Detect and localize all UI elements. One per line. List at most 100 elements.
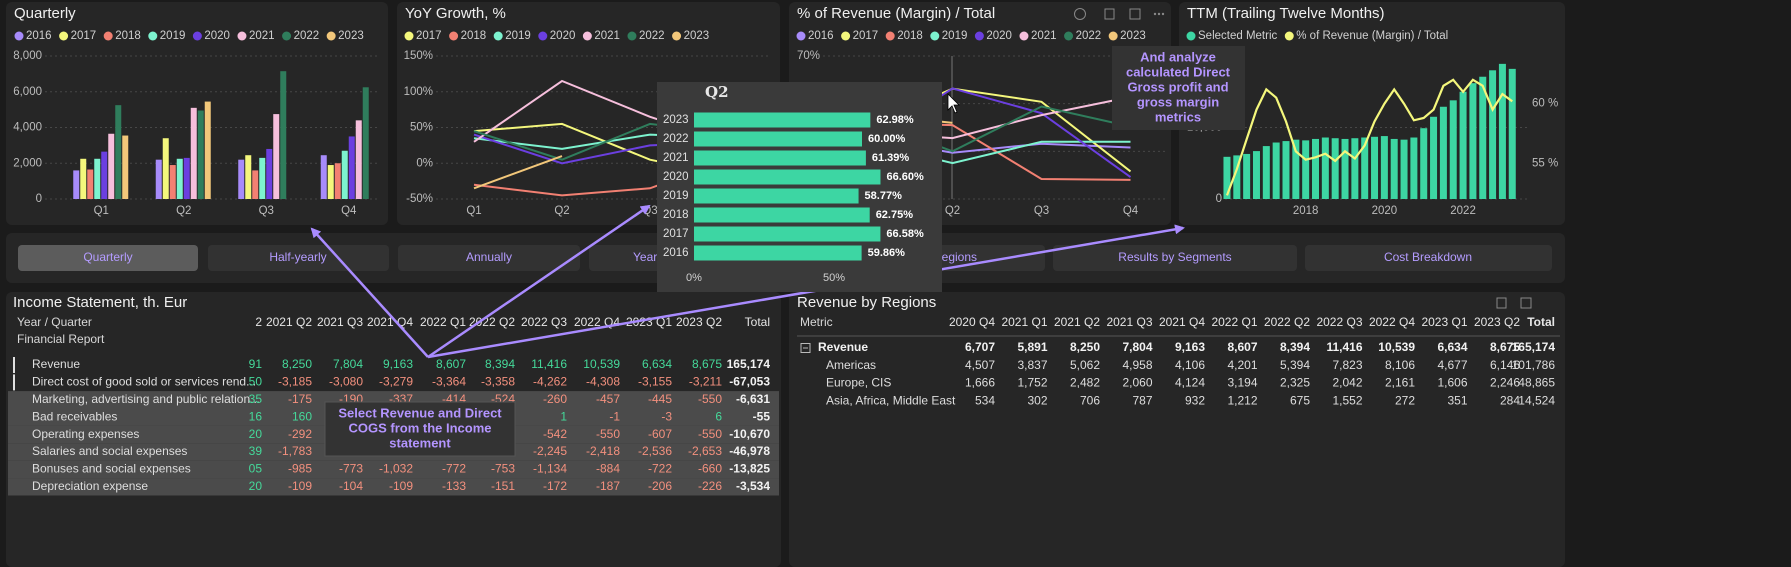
bar: [1498, 63, 1506, 199]
cell: -2,536: [638, 444, 672, 458]
bar: [197, 110, 204, 199]
tab-button[interactable]: [398, 245, 580, 271]
cell: -187: [596, 479, 620, 493]
tab-button[interactable]: [1053, 245, 1297, 271]
cell: -3,364: [432, 375, 466, 389]
legend-label: 2020: [204, 30, 230, 42]
copy-icon[interactable]: [1496, 297, 1507, 309]
tab-label[interactable]: Quarterly: [83, 250, 132, 264]
column-header: 2022 Q2: [1264, 315, 1310, 329]
bar: [1449, 100, 1457, 199]
legend-swatch: [582, 31, 592, 41]
tab-button[interactable]: [1305, 245, 1552, 271]
chart-title: Quarterly: [14, 5, 76, 22]
row-selection: [13, 357, 15, 373]
bar: [1243, 153, 1251, 199]
bar: [694, 112, 871, 128]
annotation-box: [1112, 46, 1245, 130]
cell: 05: [249, 462, 263, 476]
bar: [1282, 141, 1290, 199]
bar: [1400, 139, 1408, 199]
cell: 35: [249, 392, 263, 406]
cell: 165,174: [727, 357, 771, 371]
value-label: 62.98%: [876, 114, 914, 126]
bar: [1489, 70, 1497, 199]
cell: -133: [442, 479, 466, 493]
bar: [1312, 138, 1320, 199]
cell: 4,677: [1437, 358, 1467, 372]
tab-label[interactable]: Regions: [933, 250, 977, 264]
bar: [1430, 116, 1438, 199]
cell: 272: [1395, 393, 1415, 407]
category-label: 2016: [663, 247, 689, 259]
legend-swatch: [1108, 31, 1118, 41]
legend-label: 2018: [461, 30, 487, 42]
cell: 8,394: [485, 357, 515, 371]
x-tick-label: 50%: [823, 272, 845, 284]
legend-swatch: [1284, 31, 1294, 41]
copy-icon[interactable]: [1104, 8, 1115, 20]
bar: [1410, 137, 1418, 199]
bar: [1469, 83, 1477, 199]
y-tick-label: 55 %: [1532, 157, 1558, 169]
tab-label[interactable]: Year: [633, 250, 657, 264]
row-label: Bad receivables: [32, 409, 117, 423]
bar: [1371, 136, 1379, 199]
focus-icon[interactable]: [1129, 8, 1141, 20]
bar: [155, 159, 162, 199]
more-icon: [1161, 12, 1165, 16]
annotation-text: statement: [389, 435, 451, 450]
cell: -2,245: [533, 444, 567, 458]
legend-label: 2023: [338, 30, 364, 42]
category-label: 2017: [663, 228, 689, 240]
legend-label: 2020: [550, 30, 576, 42]
tab-button[interactable]: [18, 245, 198, 271]
cell: -550: [596, 427, 620, 441]
category-label: 2018: [663, 209, 689, 221]
bar: [1302, 140, 1310, 199]
cell: -4,262: [533, 375, 567, 389]
legend-swatch: [930, 31, 940, 41]
more-icon[interactable]: [1153, 12, 1157, 16]
value-label: 66.58%: [886, 228, 924, 240]
tab-label[interactable]: Cost Breakdown: [1384, 250, 1472, 264]
cell: -722: [648, 462, 672, 476]
cell: -884: [596, 462, 620, 476]
bar: [280, 71, 287, 199]
bar: [101, 151, 108, 199]
bar: [1390, 138, 1398, 199]
cell: -772: [442, 462, 466, 476]
annotation-text: metrics: [1155, 109, 1201, 124]
focus-icon[interactable]: [1520, 297, 1532, 309]
bar: [1272, 142, 1280, 199]
cell: 14,524: [1518, 393, 1555, 407]
help-icon[interactable]: [1074, 8, 1086, 20]
expand-icon: [800, 343, 811, 353]
legend-swatch: [672, 31, 682, 41]
bar: [1223, 156, 1231, 199]
column-header: Total: [1527, 315, 1555, 329]
cell: 1,752: [1017, 376, 1047, 390]
cell: 2,482: [1070, 376, 1100, 390]
legend-swatch: [449, 31, 459, 41]
cell: -753: [491, 462, 515, 476]
column-header: 2021 Q2: [266, 315, 312, 329]
legend-label: 2019: [160, 30, 186, 42]
cell: 1,212: [1227, 393, 1257, 407]
row-label: Europe, CIS: [826, 376, 891, 390]
column-header: 2022 Q3: [521, 315, 567, 329]
cell: 302: [1027, 393, 1047, 407]
legend-label: Selected Metric: [1198, 30, 1278, 42]
bar: [327, 165, 334, 199]
cell: -172: [543, 479, 567, 493]
annotation-text: calculated Direct: [1126, 64, 1231, 79]
cell: 4,201: [1227, 358, 1257, 372]
y-tick-label: 4,000: [13, 122, 42, 134]
tab-label[interactable]: Annually: [466, 250, 512, 264]
bar: [355, 120, 362, 199]
tab-label[interactable]: Half-yearly: [269, 250, 326, 264]
row-label: Depreciation expense: [32, 479, 148, 493]
tab-label[interactable]: Results by Segments: [1118, 250, 1231, 264]
cell: 787: [1132, 393, 1152, 407]
cell: -3,155: [638, 375, 672, 389]
